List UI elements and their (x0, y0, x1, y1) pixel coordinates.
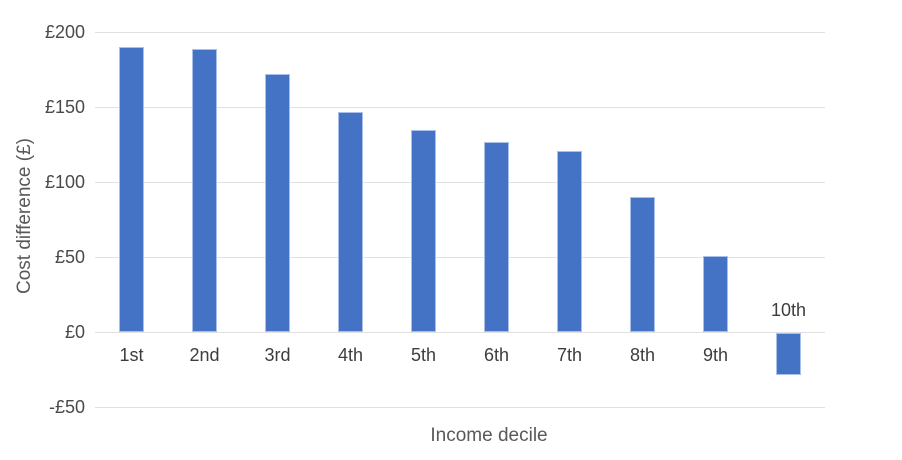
x-axis-title: Income decile (430, 425, 548, 446)
gridline-100 (95, 182, 825, 183)
x-category-label-9th: 9th (702, 345, 729, 365)
y-tick-label: -£50 (48, 397, 85, 417)
bar-2nd (192, 48, 217, 332)
x-category-label-6th: 6th (483, 345, 510, 365)
bar-8th (630, 197, 655, 332)
y-axis-title: Cost difference (£) (14, 138, 35, 294)
x-category-label-4th: 4th (337, 345, 364, 365)
bar-6th (484, 141, 509, 332)
bar-1st (119, 47, 144, 332)
gridline-0 (95, 332, 825, 333)
bar-3rd (265, 74, 290, 332)
y-tick-label: £0 (64, 322, 85, 342)
y-tick-label: £50 (54, 247, 85, 267)
x-category-label-2nd: 2nd (189, 345, 220, 365)
gridline-150 (95, 107, 825, 108)
y-tick-label: £100 (44, 172, 85, 192)
gridline-50 (95, 257, 825, 258)
bar-9th (703, 255, 728, 332)
bar-4th (338, 111, 363, 332)
y-tick-label: £150 (44, 97, 85, 117)
x-category-label-10th: 10th (770, 300, 807, 320)
y-tick-label: £200 (44, 22, 85, 42)
gridline--50 (95, 407, 825, 408)
x-category-label-3rd: 3rd (264, 345, 291, 365)
bar-10th (776, 333, 801, 375)
x-category-label-1st: 1st (119, 345, 144, 365)
bar-7th (557, 150, 582, 332)
x-category-label-8th: 8th (629, 345, 656, 365)
bar-5th (411, 129, 436, 332)
x-category-label-7th: 7th (556, 345, 583, 365)
gridline-200 (95, 32, 825, 33)
x-category-label-5th: 5th (410, 345, 437, 365)
